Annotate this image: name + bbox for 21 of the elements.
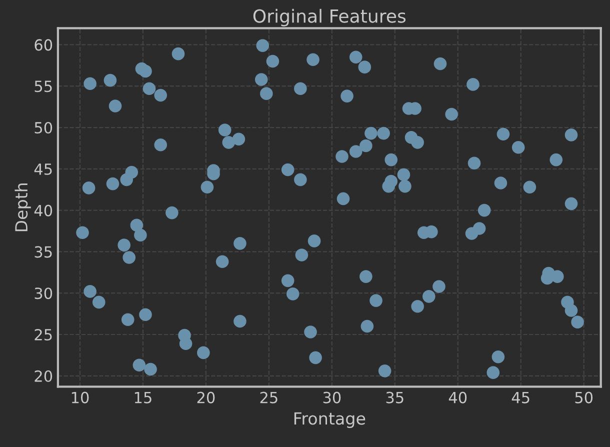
x-axis-title: Frontage: [294, 412, 366, 428]
x-tick-label: 45: [512, 392, 530, 404]
chart-title: Original Features: [253, 8, 406, 26]
x-tick-label: 20: [197, 392, 215, 404]
x-tick-label: 40: [448, 392, 467, 404]
y-tick-label: 25: [34, 328, 52, 341]
x-tick-label: 10: [72, 392, 89, 404]
x-tick-label: 30: [323, 392, 341, 404]
y-tick-label: 60: [34, 39, 52, 51]
y-tick-label: 20: [34, 370, 52, 382]
x-tick-label: 35: [386, 392, 404, 404]
y-tick-label: 45: [34, 164, 52, 175]
y-tick-label: 40: [34, 204, 52, 216]
y-tick-label: 55: [34, 80, 52, 92]
y-tick-label: 50: [34, 122, 52, 134]
x-tick-label: 15: [134, 392, 152, 404]
y-tick-label: 30: [34, 288, 52, 300]
y-tick-label: 35: [34, 246, 52, 258]
x-tick-label: 25: [260, 392, 278, 404]
x-tick-label: 50: [575, 392, 593, 404]
y-axis-title: Depth: [14, 183, 31, 232]
